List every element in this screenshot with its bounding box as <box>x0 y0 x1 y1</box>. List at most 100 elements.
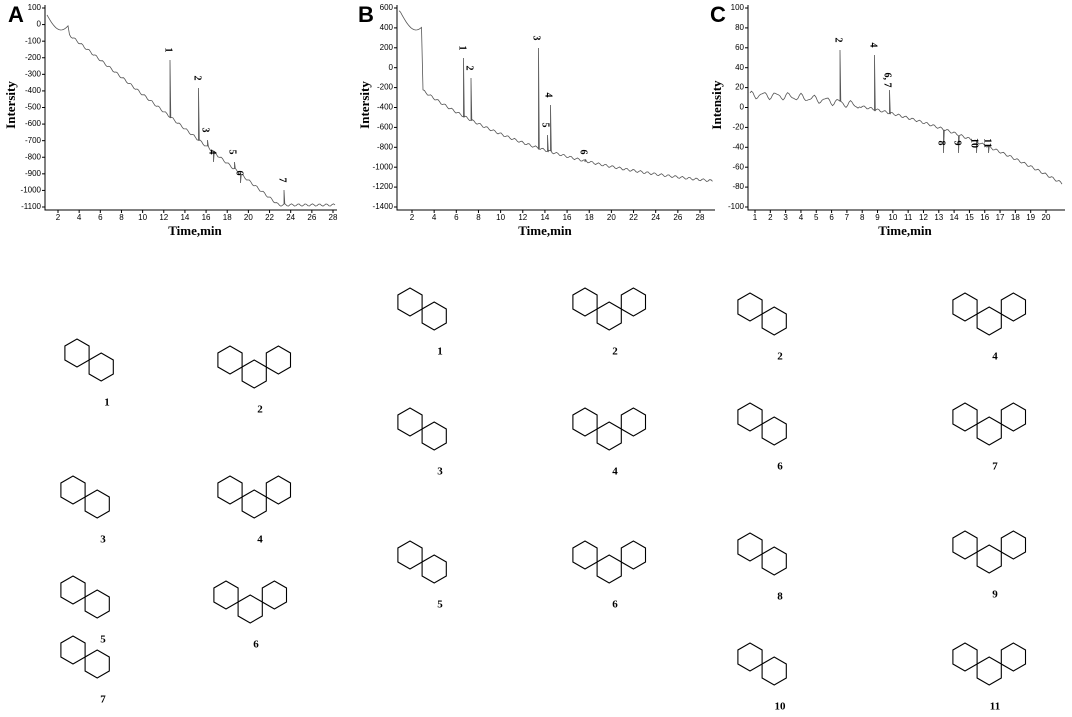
panel-letter: B <box>358 2 374 27</box>
structure-sketch <box>217 475 292 519</box>
x-tick-label: 22 <box>265 213 274 222</box>
x-tick-label: 1 <box>753 213 758 222</box>
y-tick-label: -800 <box>377 142 394 151</box>
x-tick-label: 17 <box>996 213 1005 222</box>
x-tick-label: 9 <box>875 213 880 222</box>
compound-number: 3 <box>100 534 106 546</box>
structure-sketch <box>397 287 447 331</box>
x-tick-label: 6 <box>454 213 459 222</box>
y-axis-label: Intensity <box>709 80 724 130</box>
compound-number: 6 <box>612 599 618 611</box>
x-tick-label: 20 <box>607 213 616 222</box>
compound-number: 11 <box>990 701 1000 713</box>
compound-number: 4 <box>992 351 998 363</box>
peak-label: 4 <box>543 93 554 98</box>
x-tick-label: 18 <box>585 213 594 222</box>
x-tick-label: 13 <box>934 213 943 222</box>
y-tick-label: 80 <box>735 23 744 32</box>
y-tick-label: -1400 <box>373 202 394 211</box>
x-tick-label: 4 <box>77 213 82 222</box>
y-tick-label: -20 <box>732 123 744 132</box>
peak-label: 6, 7 <box>882 73 893 88</box>
compound-number: 8 <box>777 591 783 603</box>
compound-number: 4 <box>257 534 263 546</box>
peak-label: 10 <box>969 138 980 148</box>
peak-label: 8 <box>936 141 947 146</box>
x-tick-label: 8 <box>119 213 124 222</box>
structure-sketch <box>60 635 110 679</box>
peak-label: 4 <box>868 43 879 48</box>
structure-sketch <box>737 402 787 446</box>
peak-label: 11 <box>982 138 993 147</box>
structure-sketch <box>397 407 447 451</box>
x-tick-label: 2 <box>56 213 61 222</box>
y-tick-label: 600 <box>380 3 394 12</box>
y-tick-label: 200 <box>380 43 394 52</box>
x-tick-label: 12 <box>518 213 527 222</box>
y-tick-label: -1100 <box>21 202 41 211</box>
compound-number: 5 <box>100 634 106 646</box>
chromatogram-trace <box>749 49 1063 185</box>
x-tick-label: 18 <box>223 213 232 222</box>
y-tick-label: -80 <box>732 182 744 191</box>
x-tick-label: 28 <box>329 213 338 222</box>
chromatogram-trace <box>398 10 713 182</box>
compound-number: 2 <box>777 351 783 363</box>
x-axis-label: Time,min <box>878 223 932 238</box>
x-tick-label: 11 <box>904 213 913 222</box>
x-tick-label: 10 <box>888 213 897 222</box>
y-tick-label: -1000 <box>21 186 42 195</box>
axis-frame <box>396 5 715 211</box>
y-tick-label: 400 <box>380 23 394 32</box>
x-axis-label: Time,min <box>168 223 222 238</box>
x-tick-label: 8 <box>860 213 865 222</box>
y-tick-label: 40 <box>735 63 744 72</box>
structure-sketch <box>60 475 110 519</box>
peak-label: 5 <box>227 150 238 155</box>
compound-number: 4 <box>612 466 618 478</box>
peak-label: 6 <box>578 150 589 155</box>
x-tick-label: 6 <box>98 213 103 222</box>
x-tick-label: 20 <box>244 213 253 222</box>
y-tick-label: -800 <box>25 152 42 161</box>
x-tick-label: 14 <box>540 213 549 222</box>
x-tick-label: 12 <box>919 213 928 222</box>
y-tick-label: -100 <box>728 202 745 211</box>
y-tick-label: 0 <box>389 63 394 72</box>
compound-number: 6 <box>777 461 783 473</box>
x-tick-label: 24 <box>651 213 660 222</box>
y-tick-label: -300 <box>25 69 42 78</box>
x-tick-label: 14 <box>180 213 189 222</box>
compound-number: 6 <box>253 639 259 651</box>
axis-frame <box>44 5 337 211</box>
x-tick-label: 16 <box>202 213 211 222</box>
x-tick-label: 6 <box>829 213 834 222</box>
peak-label: 7 <box>277 178 288 183</box>
compound-number: 1 <box>104 397 110 409</box>
panel-letter: C <box>710 2 726 27</box>
structure-sketch <box>737 532 787 576</box>
x-tick-label: 8 <box>476 213 481 222</box>
x-tick-label: 2 <box>768 213 773 222</box>
y-tick-label: -100 <box>25 36 42 45</box>
compound-number: 2 <box>612 346 618 358</box>
compound-number: 7 <box>992 461 998 473</box>
peak-label: 4 <box>207 150 218 155</box>
peak-label: 1 <box>457 46 468 51</box>
compound-number: 9 <box>992 589 998 601</box>
chromatogram-trace <box>46 14 336 207</box>
x-tick-label: 16 <box>980 213 989 222</box>
y-tick-label: -600 <box>25 119 42 128</box>
y-tick-label: 60 <box>735 43 744 52</box>
x-tick-label: 4 <box>799 213 804 222</box>
structure-sketch <box>397 540 447 584</box>
compound-number: 10 <box>775 701 787 713</box>
peak-label: 2 <box>833 38 844 43</box>
y-tick-label: -1000 <box>373 162 394 171</box>
x-tick-label: 18 <box>1011 213 1020 222</box>
y-tick-label: -400 <box>25 86 42 95</box>
compound-number: 3 <box>437 466 443 478</box>
compound-number: 5 <box>437 599 443 611</box>
y-tick-label: -700 <box>25 136 42 145</box>
